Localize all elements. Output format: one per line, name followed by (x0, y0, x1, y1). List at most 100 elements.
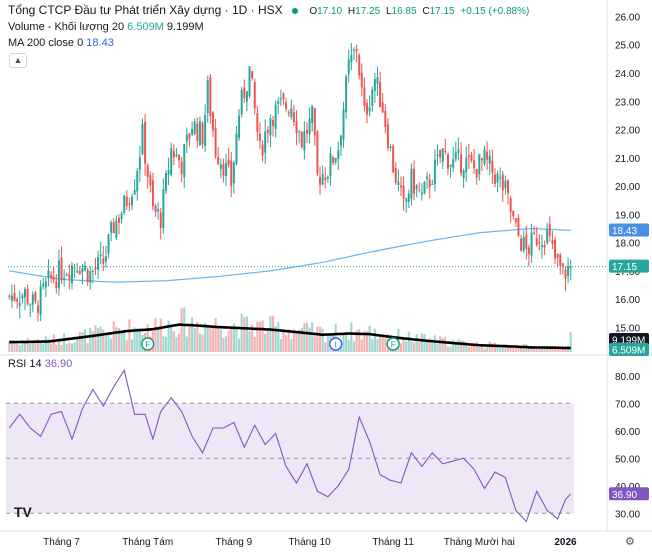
candle (188, 132, 191, 147)
candle-body (253, 81, 256, 109)
candle-body (321, 174, 324, 185)
volume-bar (26, 337, 29, 352)
volume-bar (18, 345, 21, 352)
candle-body (540, 244, 543, 247)
candle (57, 249, 60, 296)
chevron-up-icon[interactable]: ▲ (9, 53, 27, 68)
candle-body (517, 217, 520, 236)
volume-bar (569, 331, 572, 352)
candle (292, 104, 295, 127)
volume-bar (230, 327, 233, 352)
candle (554, 236, 557, 265)
candle (170, 142, 173, 177)
candle (428, 173, 431, 199)
rsi-tick-label: 50.00 (615, 454, 640, 465)
candle (141, 118, 144, 156)
candle-body (300, 131, 303, 148)
candle-body (493, 174, 496, 184)
candle (99, 241, 102, 265)
volume-bar (274, 326, 277, 352)
volume-tag-box (609, 343, 649, 356)
volume-bar (300, 327, 303, 352)
candle-body (308, 118, 311, 135)
volume-bar (499, 347, 502, 352)
candle (81, 263, 84, 285)
candle (248, 66, 251, 99)
volume-bar (295, 332, 298, 352)
volume-bar (501, 347, 504, 352)
candle (491, 149, 494, 184)
candle (551, 230, 554, 249)
candle (363, 77, 366, 112)
candle-body (151, 180, 154, 207)
volume-legend[interactable]: Volume - Khối lượng 20 6.509M 9.199M (8, 21, 204, 33)
candle (556, 253, 559, 268)
candle-body (78, 271, 81, 275)
symbol-title[interactable]: Tổng CTCP Đầu tư Phát triển Xây dựng · 1… (8, 3, 283, 17)
price-tick-label: 18.00 (615, 239, 640, 250)
candle-body (21, 295, 24, 299)
candle (258, 122, 261, 150)
candle-body (251, 71, 254, 78)
volume-bar (420, 333, 423, 352)
candle-body (175, 154, 178, 157)
volume-bar (76, 338, 79, 352)
candle-body (415, 185, 418, 190)
candle-body (345, 76, 348, 113)
open-key: O (309, 6, 318, 17)
candle-body (94, 266, 97, 270)
volume-bar (214, 318, 217, 352)
candle (415, 184, 418, 198)
candle-body (274, 104, 277, 129)
candle (78, 265, 81, 275)
candle-body (538, 242, 541, 244)
gear-icon[interactable]: ⚙ (625, 536, 635, 548)
candle-body (548, 224, 551, 236)
volume-bar (520, 348, 523, 352)
volume-bar (277, 322, 280, 352)
volume-bar (548, 346, 551, 352)
rsi-legend[interactable]: RSI 14 36.90 (8, 358, 72, 370)
candle (144, 114, 147, 176)
volume-bar (465, 345, 468, 352)
candle (31, 291, 34, 313)
time-tick-label: Tháng Mười hai (444, 537, 515, 548)
candle (91, 269, 94, 284)
candle-body (446, 154, 449, 169)
candle (368, 95, 371, 117)
volume-bar (363, 330, 366, 352)
candle-body (491, 160, 494, 173)
tradingview-logo-icon[interactable]: TV (14, 504, 32, 520)
candle (206, 75, 209, 123)
candle-body (313, 108, 316, 136)
candle-body (112, 222, 115, 234)
ma-legend[interactable]: MA 200 close 0 18.43 (8, 37, 114, 49)
candle-body (530, 232, 533, 256)
volume-bar (47, 338, 50, 352)
price-tick-label: 20.00 (615, 182, 640, 193)
volume-bar (282, 330, 285, 352)
candle (298, 129, 301, 144)
candle-body (269, 118, 272, 136)
candle (326, 175, 329, 183)
event-marker-label: F (145, 341, 150, 350)
candle (146, 163, 149, 189)
candle (389, 143, 392, 151)
volume-bar (99, 326, 102, 352)
candle (418, 182, 421, 193)
candle (198, 116, 201, 146)
high-value: 17.25 (355, 6, 381, 17)
candle (533, 226, 536, 235)
volume-bar (491, 343, 494, 352)
candle-body (26, 288, 29, 304)
volume-bar (459, 340, 463, 352)
candle-body (287, 112, 290, 114)
candle (358, 53, 361, 80)
candle (530, 223, 533, 263)
volume-bar (517, 348, 520, 352)
candle-body (44, 281, 47, 288)
volume-bar (350, 322, 353, 352)
volume-bar (399, 343, 403, 352)
candle-body (475, 168, 478, 178)
